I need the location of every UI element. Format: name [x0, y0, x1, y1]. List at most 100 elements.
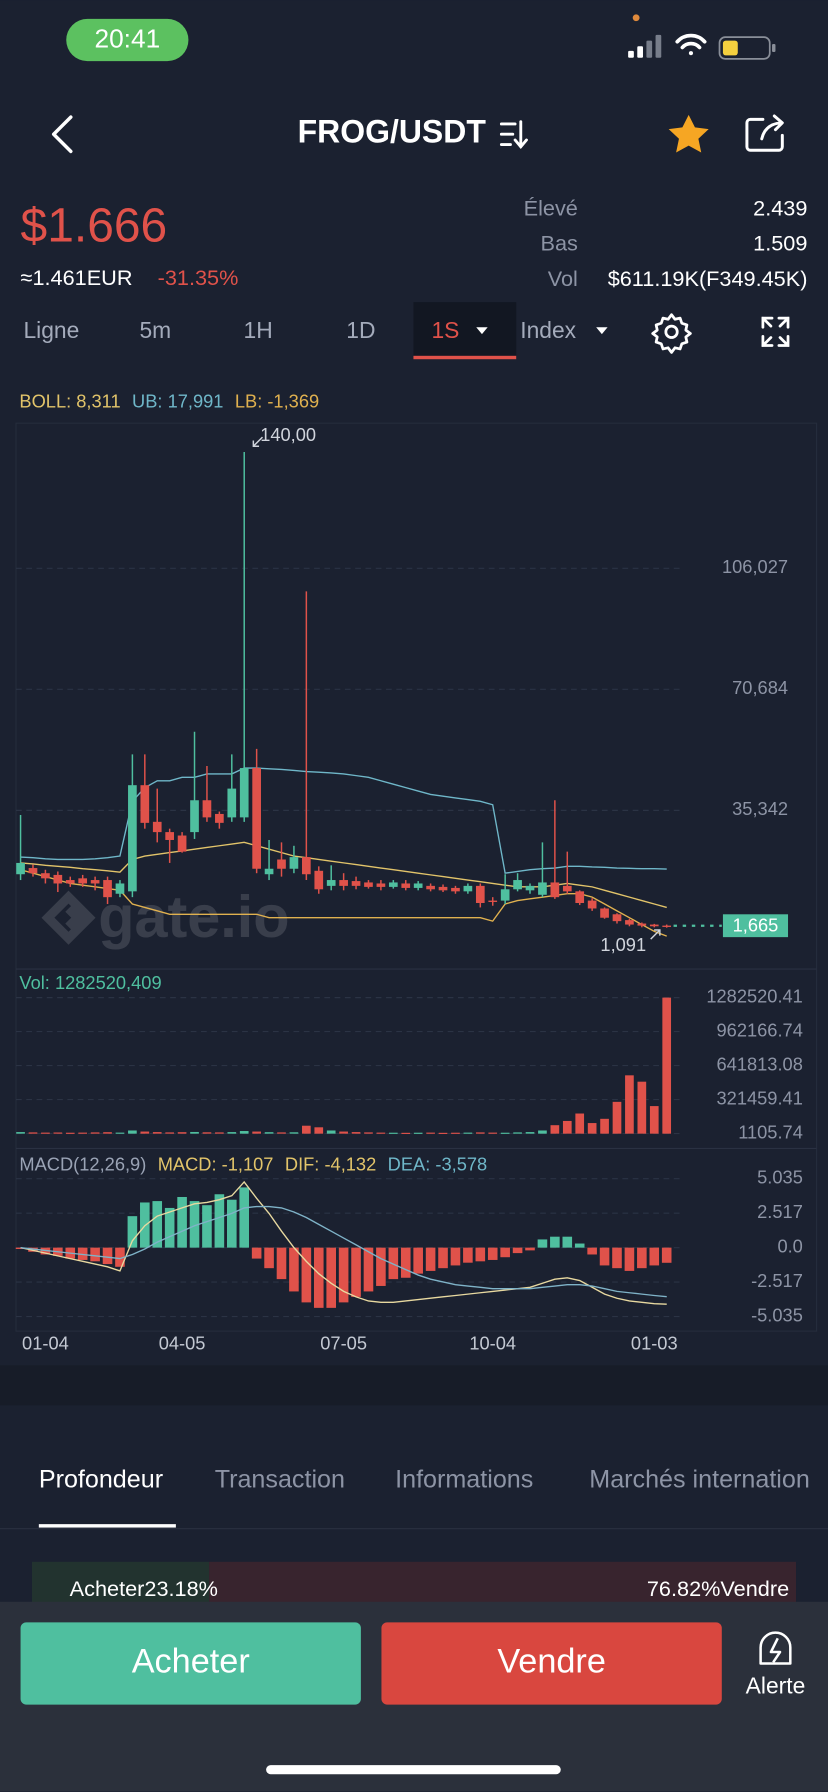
timeframe-option[interactable]: Ligne [23, 317, 79, 343]
dif-line [20, 1180, 667, 1305]
info-tabs: Profondeur Transaction Informations Marchés… [39, 1465, 810, 1493]
macd-bar [77, 1247, 88, 1260]
candle-body [41, 873, 50, 879]
candle-body [289, 857, 299, 869]
volume-bar [227, 1132, 237, 1134]
volume-bar [202, 1132, 212, 1134]
macd-bar [624, 1247, 635, 1271]
macd-bar [202, 1205, 212, 1248]
x-tick-label: 10-04 [469, 1333, 516, 1354]
volume-bar [302, 1125, 311, 1134]
volume-bar [438, 1132, 448, 1134]
macd-bar [612, 1247, 622, 1269]
y-tick-label: 0.0 [777, 1235, 802, 1256]
info-tab[interactable]: Marchés internation [589, 1465, 810, 1493]
fullscreen-button[interactable] [761, 316, 790, 347]
battery-icon [718, 36, 776, 60]
volume-bar [239, 1131, 249, 1134]
macd-bar [276, 1247, 287, 1280]
sell-ratio-label: 76.82%Vendre [647, 1576, 789, 1601]
back-button[interactable] [51, 115, 73, 154]
last-price-label: 1,665 [733, 915, 779, 936]
y-tick-label: 962166.74 [717, 1019, 803, 1040]
timeframe-option[interactable]: 1H [244, 317, 273, 343]
buy-ratio-label: Acheter23.18% [70, 1576, 218, 1601]
volume-bar [115, 1132, 125, 1134]
share-button[interactable] [745, 114, 784, 152]
section-gap [0, 1365, 828, 1406]
timeframe-option[interactable]: 1S [431, 317, 459, 343]
candle-body [500, 889, 510, 901]
sell-button-label[interactable]: Vendre [497, 1643, 606, 1681]
macd-bar [115, 1247, 125, 1267]
macd-bar [500, 1247, 510, 1258]
last-price: $1.666 [21, 200, 168, 253]
info-tab[interactable]: Transaction [215, 1465, 345, 1493]
y-tick-label: 2.517 [757, 1201, 803, 1222]
candle-body [28, 868, 38, 874]
alert-icon[interactable] [759, 1631, 792, 1665]
info-tab[interactable]: Profondeur [39, 1465, 163, 1493]
volume-bar [103, 1132, 112, 1134]
candle-body [463, 885, 473, 892]
volume-bar [600, 1118, 609, 1134]
home-indicator [266, 1765, 561, 1775]
candle-body [252, 768, 261, 869]
info-tab[interactable]: Informations [395, 1465, 533, 1493]
volume-bar [190, 1131, 199, 1134]
candle-body [16, 862, 25, 875]
low-marker-label: 1,091 [600, 934, 646, 955]
volume-bar [215, 1132, 224, 1134]
indicator-label: DIF: -4,132 [285, 1153, 376, 1174]
timeframe-option[interactable]: 5m [139, 317, 171, 343]
macd-bar [214, 1194, 225, 1248]
candle-body [637, 923, 647, 926]
buy-button-label[interactable]: Acheter [132, 1643, 250, 1681]
indicator-label: DEA: -3,578 [388, 1153, 488, 1174]
volume-bar [625, 1075, 634, 1134]
candle-body [302, 857, 311, 875]
timeframe-option[interactable]: 1D [346, 317, 375, 343]
candle-body [376, 883, 386, 887]
macd-bar [239, 1187, 250, 1248]
macd-bar [425, 1247, 436, 1271]
volume-bar [289, 1132, 299, 1134]
volume-bar [351, 1132, 361, 1134]
switch-pair-icon[interactable] [499, 120, 528, 150]
dropdown-arrow[interactable] [596, 327, 608, 335]
dropdown-arrow[interactable] [476, 327, 488, 335]
volume-bar [426, 1132, 435, 1134]
indicator-label: LB: -1,369 [235, 390, 319, 411]
timeframe-option[interactable]: Index [520, 317, 576, 343]
volume-bar [314, 1127, 324, 1134]
candle-body [339, 880, 348, 886]
candle-body [513, 880, 522, 890]
stat-value: 2.439 [753, 195, 807, 220]
favorite-star[interactable] [668, 114, 709, 153]
indicator-label: MACD: -1,107 [158, 1153, 274, 1174]
buy-button[interactable] [20, 1622, 361, 1705]
settings-button[interactable] [651, 313, 692, 354]
stat-label: Élevé [524, 195, 578, 220]
volume-bar [152, 1132, 162, 1134]
volume-bar [401, 1132, 411, 1134]
macd-bar [301, 1247, 312, 1303]
candle-body [53, 874, 63, 884]
macd-bar [475, 1247, 486, 1262]
volume-bar [525, 1132, 535, 1134]
macd-bar [376, 1247, 386, 1286]
sell-button[interactable] [381, 1622, 722, 1705]
volume-bar [16, 1132, 25, 1134]
alert-label[interactable]: Alerte [746, 1672, 806, 1698]
candle-body [550, 882, 560, 898]
volume-bar [177, 1132, 187, 1134]
macd-bar [413, 1247, 423, 1274]
macd-bar [550, 1236, 560, 1248]
candle-body [625, 920, 634, 925]
pair-title[interactable]: FROG/USDT [298, 114, 487, 150]
x-tick-label: 01-03 [631, 1333, 678, 1354]
volume-bar [587, 1123, 597, 1134]
y-tick-label: -5.035 [751, 1304, 803, 1325]
